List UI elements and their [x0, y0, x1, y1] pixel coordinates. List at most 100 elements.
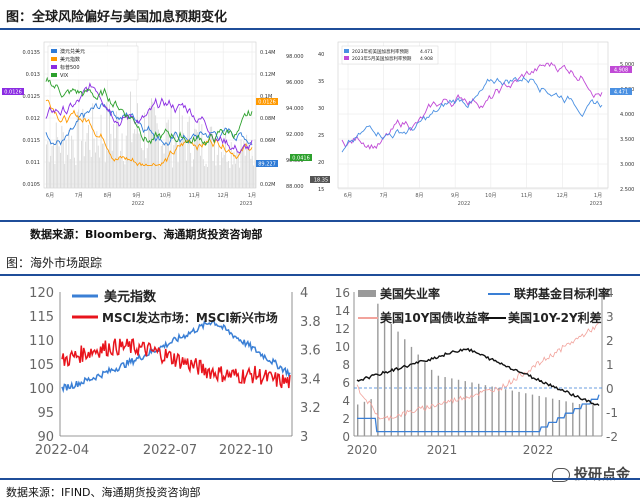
volume-bar [138, 133, 140, 188]
y-left-tick-label: 0.012 [26, 116, 40, 122]
x-tick-label: 2022-04 [35, 443, 89, 458]
legend-swatch [51, 57, 57, 61]
volume-bar [75, 165, 77, 188]
y-left-tick-label: 0 [342, 430, 350, 444]
x-tick-label: 7月 [75, 193, 83, 199]
y-mid-tick-label: 0.02M [260, 182, 275, 188]
y-right-tick-label: 92.000 [286, 132, 304, 138]
x-tick-label: 9月 [451, 193, 459, 199]
value-badge-label: 0.0126 [258, 100, 276, 106]
volume-bar [254, 139, 256, 188]
series-line [45, 76, 253, 147]
volume-bar [209, 126, 211, 188]
series-line [341, 76, 603, 153]
volume-bar [162, 143, 164, 188]
volume-bar [237, 151, 239, 188]
series-line [45, 82, 253, 154]
unemployment-bar [357, 404, 359, 436]
volume-bar [180, 140, 182, 188]
volume-bar [201, 124, 203, 188]
unemployment-bar [511, 390, 514, 436]
volume-bar [190, 152, 192, 188]
y-right2-tick-label: 15 [318, 187, 324, 193]
volume-bar [113, 123, 115, 188]
unemployment-bar [437, 375, 440, 436]
volume-bar [97, 145, 99, 188]
volume-bar [90, 156, 92, 188]
unemployment-bar [504, 389, 507, 436]
volume-bar [58, 146, 60, 188]
volume-bar [181, 115, 183, 188]
volume-bar [137, 103, 138, 188]
volume-bar [204, 166, 206, 188]
volume-bar [191, 166, 193, 188]
x-group-label: 2023 [590, 201, 603, 207]
unemployment-bar [370, 399, 372, 436]
y-left-tick-label: 12 [335, 322, 350, 336]
y-mid-tick-label: 0.12M [260, 72, 275, 78]
unemployment-bar [417, 354, 419, 436]
unemployment-bar [390, 323, 393, 436]
legend-label: 美国失业率 [380, 286, 440, 301]
volume-bar [125, 135, 127, 188]
volume-bar [212, 160, 214, 188]
series-line-fed-rate [357, 394, 600, 433]
y-left-tick-label: 120 [29, 286, 54, 301]
volume-bar [54, 163, 56, 188]
volume-bar [79, 160, 81, 188]
volume-bar [149, 105, 151, 188]
volume-bar [197, 132, 199, 188]
volume-bar [230, 142, 232, 188]
legend-label: 2023年初美国加息利率预期 [352, 48, 409, 55]
legend-label: 美国10Y国债收益率 [380, 310, 489, 325]
volume-bar [102, 143, 103, 188]
volume-bar [109, 104, 110, 188]
volume-bar [65, 140, 67, 188]
series-line-dxy [61, 320, 291, 394]
volume-bar [74, 157, 75, 188]
x-tick-label: 2020 [347, 443, 378, 457]
unemployment-bar [478, 383, 480, 436]
figure1-source: 数据来源：Bloomberg、海通期货投资咨询部 [30, 228, 263, 241]
volume-bar [214, 144, 215, 188]
y-mid-tick-label: 0.06M [260, 138, 275, 144]
volume-bar [124, 164, 126, 188]
volume-bar [117, 118, 119, 188]
y-mid-tick-label: 0.08M [260, 116, 275, 122]
volume-bar [141, 148, 143, 188]
volume-bar [85, 141, 87, 188]
y-right2-tick-label: 35 [318, 79, 324, 85]
volume-bar [246, 134, 248, 188]
volume-bar [76, 111, 78, 188]
series-line-10y-yield [356, 322, 600, 422]
volume-bar [239, 167, 241, 188]
volume-bar [200, 155, 201, 188]
unemployment-bar [491, 386, 493, 436]
y-right-tick-label: -2 [606, 430, 618, 444]
volume-bar [144, 112, 145, 188]
y-right-tick-label: 1 [606, 358, 614, 372]
y-right2-tick-label: 25 [318, 133, 324, 139]
legend-value: 4.908 [420, 56, 433, 62]
volume-bar [208, 141, 210, 188]
y-left-tick-label: 0.011 [26, 160, 40, 166]
legend-label: 2023年5月美国加息利率预期 [352, 55, 412, 62]
volume-bar [229, 167, 231, 188]
volume-bar [228, 160, 229, 188]
volume-bar [155, 115, 157, 188]
y-left-tick-label: 4 [342, 394, 350, 408]
volume-bar [223, 154, 225, 188]
figure1-bottom-rule [0, 220, 640, 222]
series-line [45, 99, 253, 167]
figure2-title: 图：海外市场跟踪 [6, 256, 103, 270]
legend-label: VIX [60, 73, 69, 79]
volume-bar [53, 142, 54, 188]
y-right-tick-label: 3 [300, 430, 308, 445]
volume-bar [216, 154, 218, 188]
y-left-tick-label: 0.0105 [23, 182, 41, 188]
volume-bar [60, 152, 61, 188]
y-right-tick-label: -1 [606, 406, 618, 420]
legend-label: 美元指数 [104, 289, 157, 305]
y-right-tick-label: 3.4 [300, 372, 321, 387]
y-right-tick-label: 0 [606, 382, 614, 396]
